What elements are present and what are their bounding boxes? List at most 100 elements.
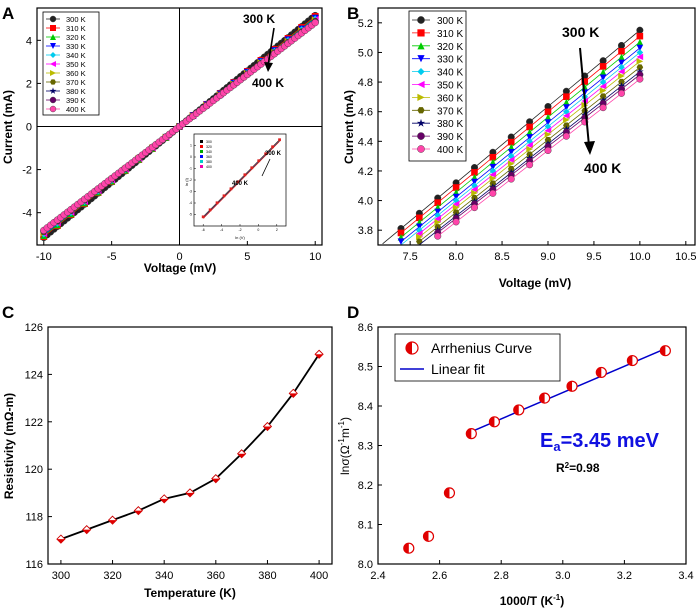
y-tick-label: 4.6 <box>358 107 373 119</box>
panel-b-point <box>618 78 625 85</box>
inset-legend-label: 340 <box>206 150 212 154</box>
panel-c-point-fill <box>56 539 65 544</box>
inset-legend-marker <box>200 140 203 143</box>
panel-b-point <box>636 44 644 52</box>
panel-b-point-shape <box>599 68 607 76</box>
panel-b-point-shape <box>544 108 552 116</box>
panel-b-series-line <box>437 74 641 234</box>
panel-b-ylabel: Current (mA) <box>342 90 356 164</box>
x-tick-label: 340 <box>155 570 173 582</box>
panel-b-point <box>489 171 497 178</box>
panel-b-point <box>636 32 644 40</box>
panel-d-ea-prefix: E <box>540 430 553 452</box>
panel-b-point-shape <box>562 132 570 140</box>
panel-b-point-shape <box>599 63 607 70</box>
panel-b-point-shape <box>471 169 478 176</box>
x-tick-label: 3.0 <box>555 570 570 582</box>
panel-d-ylabel-sup1: -1 <box>337 438 346 446</box>
panel-b-point-shape <box>599 57 607 65</box>
y-tick-label: 8.0 <box>358 559 373 571</box>
panel-b-point <box>562 132 570 140</box>
panel-b-point <box>617 89 625 97</box>
panel-b-annotation-300k: 300 K <box>562 24 599 40</box>
panel-b-point-shape <box>544 119 552 126</box>
panel-b-series-360k <box>416 58 644 241</box>
panel-c-frame <box>47 326 333 565</box>
panel-a-legend-marker-shape <box>50 52 56 58</box>
panel-b-legend-label: 360 K <box>437 93 463 104</box>
panel-b-point-shape <box>471 178 478 186</box>
panel-b-point-shape <box>526 161 534 169</box>
panel-b-point <box>489 153 497 161</box>
y-tick-label: 0 <box>26 122 32 134</box>
y-tick-label: 126 <box>25 322 43 334</box>
x-tick-label: 9.0 <box>540 251 555 263</box>
panel-d-point <box>465 428 477 440</box>
panel-b-point <box>452 218 460 226</box>
panel-b-point-shape <box>599 104 607 112</box>
panel-b-point <box>489 175 497 182</box>
panel-b-legend-marker <box>417 42 425 50</box>
inset-y-tick-label: -5 <box>189 213 192 217</box>
panel-b-legend-marker <box>417 68 425 76</box>
panel-b-point-shape <box>636 64 644 71</box>
x-tick-label: 5 <box>244 251 250 263</box>
x-tick-label: 3.4 <box>678 570 693 582</box>
panel-b-point-shape <box>544 146 552 154</box>
panel-b-point <box>507 156 515 164</box>
panel-b-point <box>470 204 478 212</box>
panel-b-point-shape <box>434 219 442 226</box>
panel-b-legend-marker-shape <box>417 145 425 153</box>
panel-b-xlabel: Voltage (mV) <box>499 276 571 290</box>
panel-b-point <box>563 98 570 106</box>
panel-b-point-shape <box>563 108 570 115</box>
panel-d-r2-prefix: R <box>556 461 565 475</box>
panel-b-point <box>599 74 607 82</box>
panel-c-point-fill <box>289 393 298 398</box>
x-tick-label: 3.2 <box>617 570 632 582</box>
panel-b-point <box>544 113 552 121</box>
panel-b-point-shape <box>618 63 625 71</box>
panel-b-point-shape <box>599 93 607 100</box>
panel-b-point-shape <box>452 184 460 191</box>
panel-b-point <box>617 41 625 49</box>
x-tick-label: 360 <box>207 570 225 582</box>
inset-x-tick-label: -6 <box>202 228 205 232</box>
inset-legend-label: 400 <box>206 165 212 169</box>
panel-b-point-shape <box>489 153 497 161</box>
panel-b-point-shape <box>416 223 423 231</box>
panel-a-point <box>311 19 319 27</box>
panel-b-point <box>618 63 625 71</box>
panel-b-ticks: 7.5 8.0 8.5 9.0 9.5 10.0 10.5 3.8 4.0 4.2 4.4 4.6 4.… <box>358 18 697 263</box>
panel-d-point <box>595 366 607 379</box>
x-tick-label: 2.6 <box>432 570 447 582</box>
panel-d-ylabel-end: ) <box>338 417 352 421</box>
inset-point <box>250 166 254 170</box>
inset-legend-marker <box>200 145 203 148</box>
panel-c-point-fill <box>82 529 91 534</box>
y-tick-label: 4.8 <box>358 77 373 89</box>
panel-a-legend-marker-shape <box>49 105 57 113</box>
panel-b-point <box>452 197 460 204</box>
inset-legend-marker <box>200 165 203 168</box>
panel-d-point-half <box>444 487 450 498</box>
panel-b-point <box>526 145 533 153</box>
panel-d-ea-sub: a <box>553 439 561 454</box>
panel-b-frame <box>377 7 696 246</box>
inset-point <box>201 215 205 219</box>
panel-b-point <box>416 238 423 245</box>
panel-d-legend: Arrhenius Curve Linear fit <box>394 333 561 382</box>
panel-b-point-shape <box>636 49 644 56</box>
inset-point <box>208 208 212 212</box>
panel-d-point <box>488 416 501 428</box>
panel-c-point <box>82 524 92 535</box>
panel-a-legend-label: 350 K <box>66 60 86 69</box>
panel-b-legend-marker <box>417 55 425 63</box>
panel-b-point <box>599 87 607 94</box>
panel-b-point-shape <box>452 197 460 204</box>
panel-b-point <box>526 123 533 131</box>
panel-b-point-shape <box>563 112 570 120</box>
panel-b-point-shape <box>507 138 515 146</box>
panel-d-xlabel-text: 1000/T (K <box>500 594 554 608</box>
